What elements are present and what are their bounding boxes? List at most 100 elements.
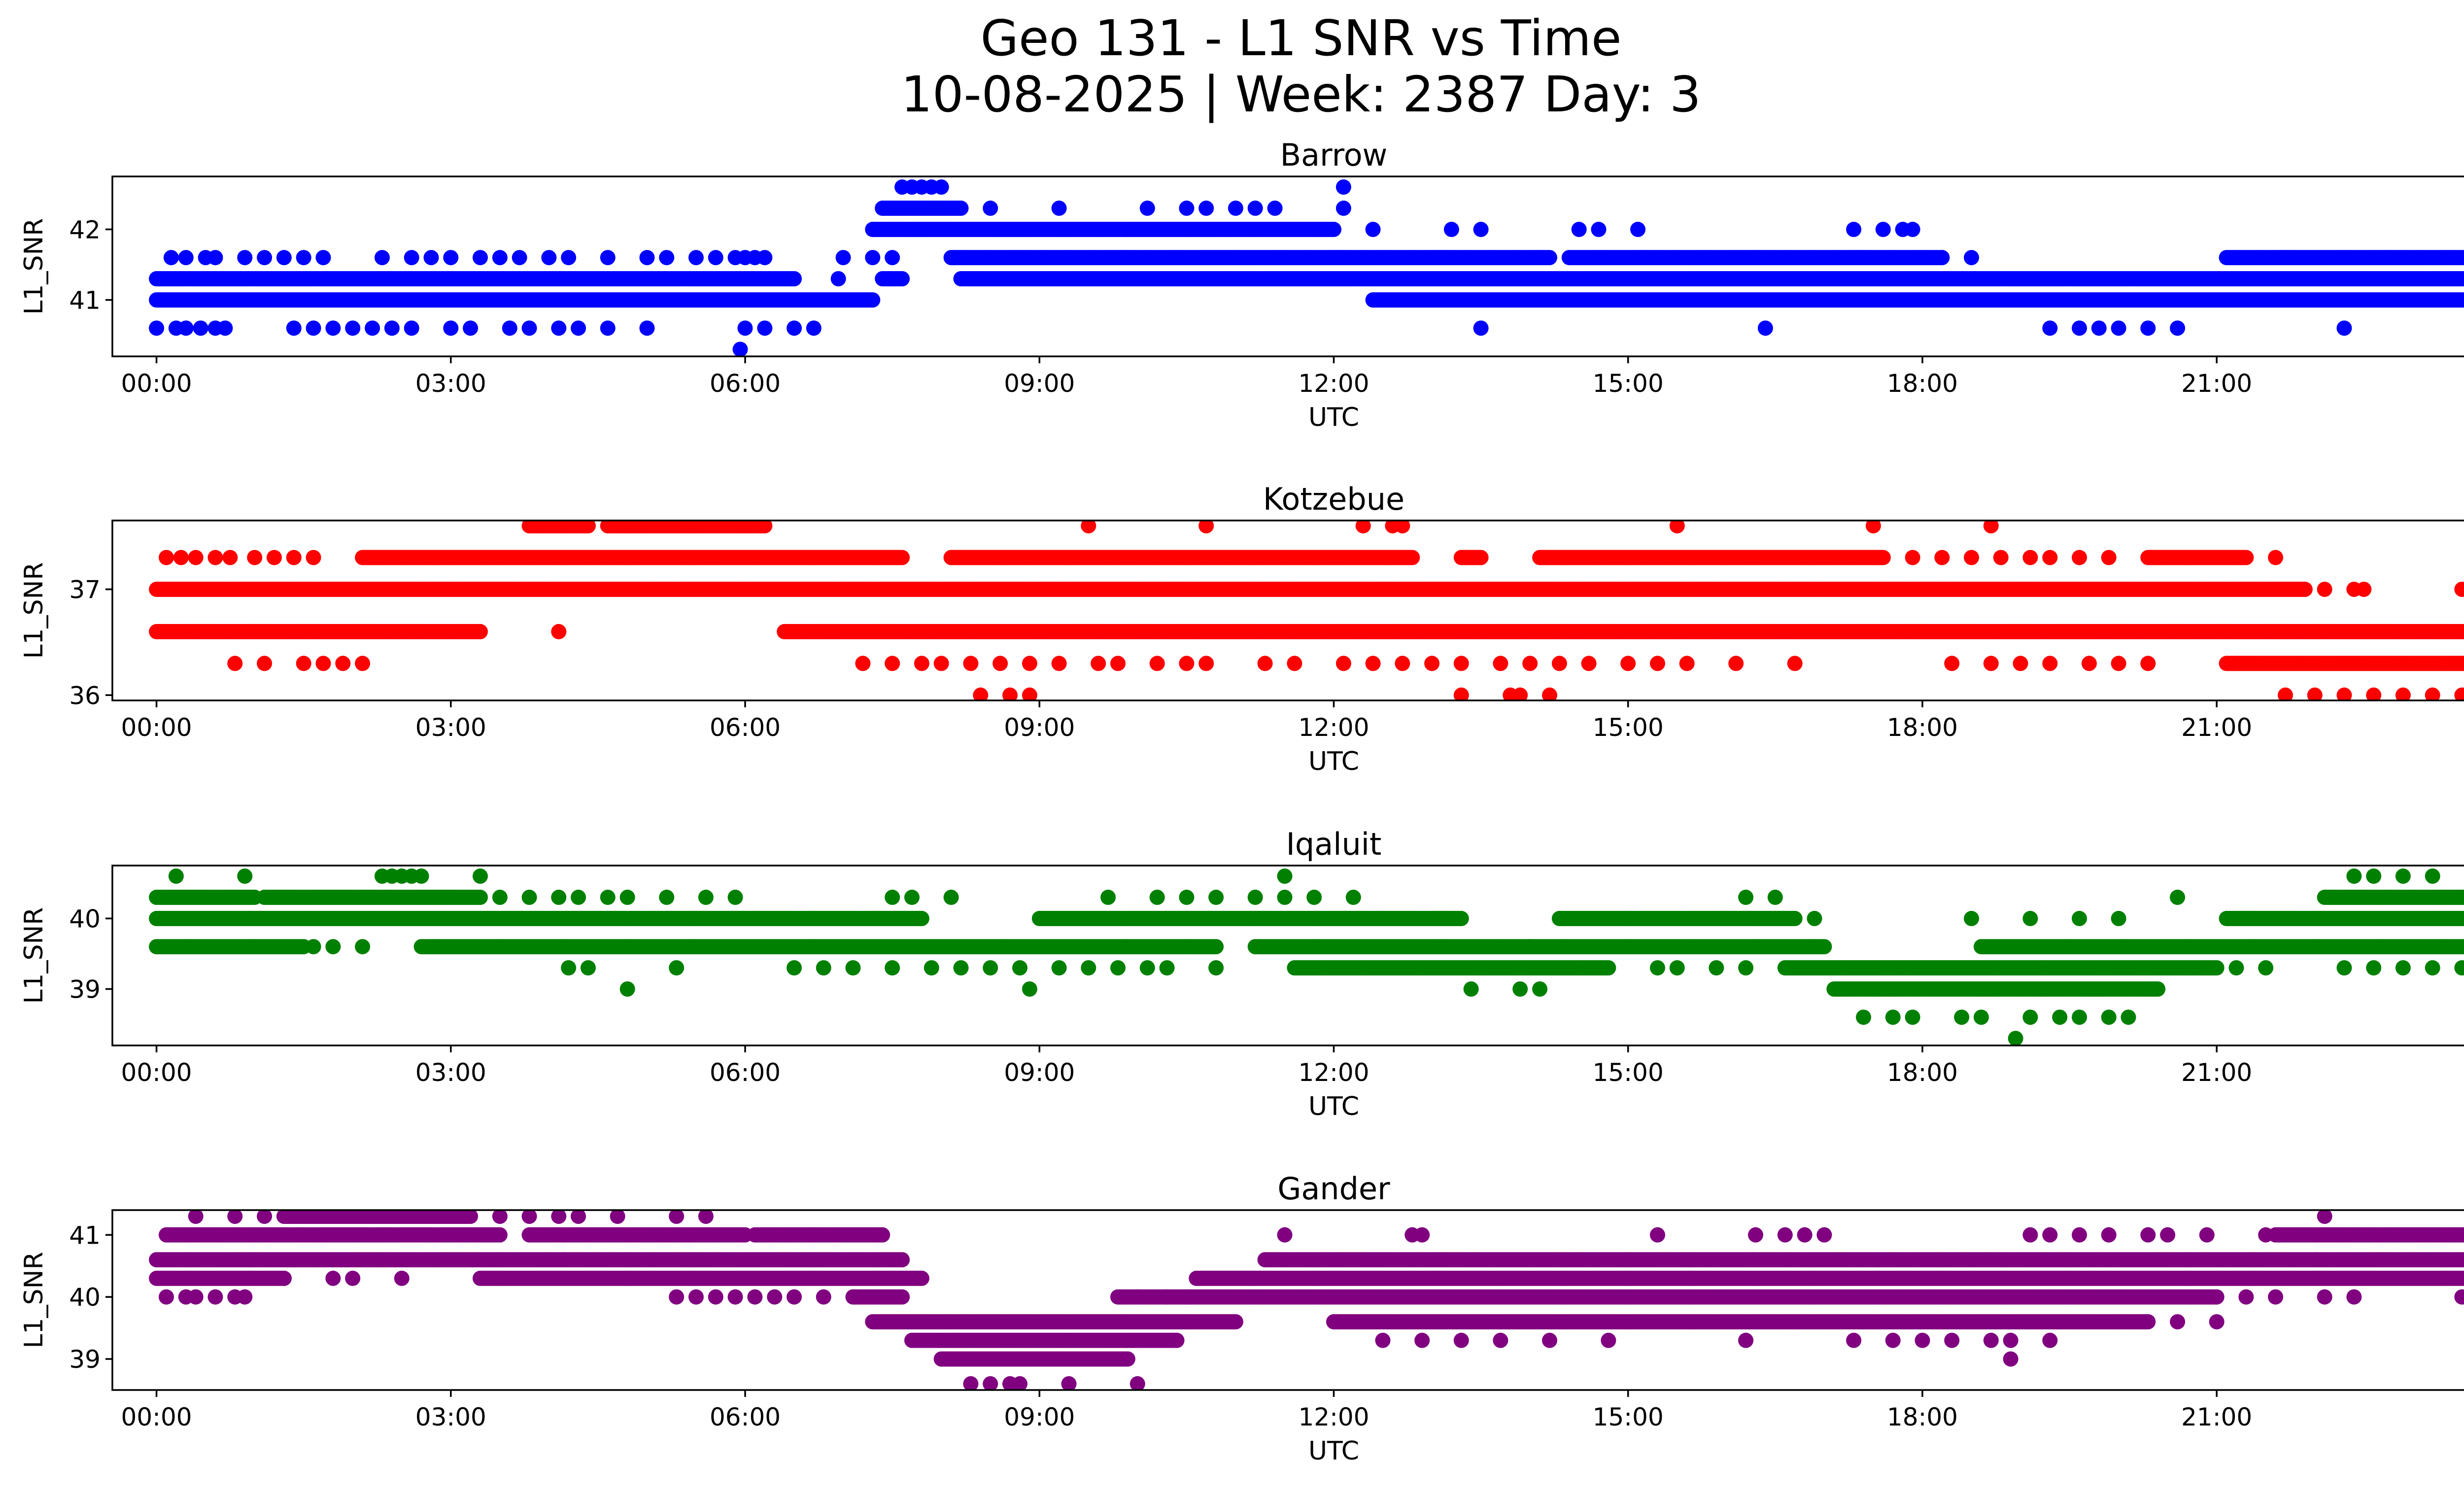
data-point [384,320,400,336]
data-point [983,200,998,216]
data-point [541,250,557,266]
data-point [257,250,273,266]
data-point [1905,221,1920,237]
data-point [1179,200,1195,216]
data-point [306,320,321,336]
data-point [1964,250,1979,266]
data-point [1846,221,1862,237]
data-point [757,320,773,336]
snr-level-row [149,292,2464,308]
x-tick-label: 06:00 [710,369,781,398]
x-tick-label: 12:00 [1298,369,1369,398]
data-point [502,320,517,336]
data-point [2462,274,2464,284]
data-point [1247,200,1263,216]
data-point [345,320,361,336]
data-point [865,292,881,308]
data-point [1051,200,1067,216]
data-point [1443,221,1459,237]
data-point [521,320,537,336]
data-point [806,292,821,308]
data-point [193,320,208,336]
data-point [365,320,380,336]
data-point [600,320,616,336]
data-point [639,250,655,266]
scattered-points [732,342,748,356]
data-point [732,342,748,356]
data-point [571,320,586,336]
data-point [404,320,419,336]
data-point [737,320,753,336]
scattered-points [149,320,2352,336]
data-point [2297,582,2313,597]
data-point [1591,221,1607,237]
data-point [894,271,910,286]
scattered-points [1365,221,1920,237]
x-tick-label: 15:00 [1593,369,1664,398]
data-point [207,250,223,266]
data-point [1365,221,1381,237]
data-point [2336,320,2352,336]
data-point [787,320,802,336]
data-point [1267,200,1283,216]
data-point [423,250,439,266]
x-tick-label: 03:00 [415,369,486,398]
x-tick-label: 09:00 [1004,369,1075,398]
data-point [1139,200,1155,216]
data-point [1473,320,1489,336]
data-point [551,320,567,336]
data-point [473,624,488,639]
x-tick-label: 18:00 [1887,369,1958,398]
data-point [149,320,165,336]
data-point [757,250,773,266]
data-point [237,250,253,266]
data-point [1228,200,1243,216]
scattered-points [163,250,1979,266]
data-point [1757,320,1773,336]
data-point [1630,221,1646,237]
data-point [688,250,704,266]
data-point [296,250,311,266]
data-point [2140,320,2156,336]
data-point [885,250,900,266]
snr-level-row [149,582,2313,597]
data-point [2111,320,2126,336]
data-point [443,320,459,336]
data-point [1934,250,1950,266]
snr-level-row [943,250,2464,266]
scattered-points [806,292,821,308]
data-point [276,250,292,266]
data-point [639,320,655,336]
data-point [473,250,488,266]
data-point [659,250,675,266]
data-point [325,320,341,336]
scattered-points [830,271,846,286]
data-point [463,320,479,336]
data-point [1218,271,1233,286]
data-point [286,320,302,336]
scattered-points [1218,271,1312,286]
scattered-points [1875,292,1920,308]
figure-title-line2: 10-08-2025 | Week: 2387 Day: 3 [901,66,1701,123]
data-point [315,250,331,266]
data-point [512,250,527,266]
y-tick-label: 41 [69,286,101,314]
data-point [600,250,616,266]
data-point [492,250,508,266]
data-point [1335,179,1351,195]
data-point [806,320,821,336]
data-point [1335,200,1351,216]
data-point [1875,221,1891,237]
data-point [2462,252,2464,263]
data-point [787,271,802,286]
scattered-points [894,179,1351,195]
data-point [443,250,459,266]
snr-level-row [875,200,969,216]
data-point [2072,320,2087,336]
data-point [1198,200,1214,216]
